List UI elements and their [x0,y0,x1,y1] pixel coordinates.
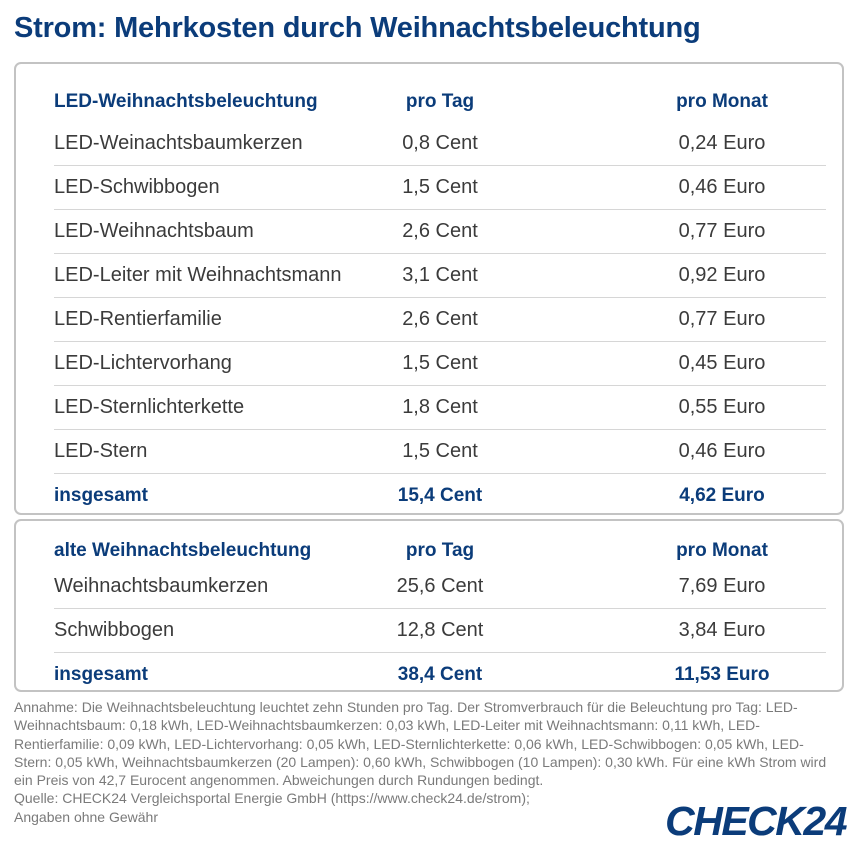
per-month-value: 7,69 Euro [678,575,766,597]
page-title: Strom: Mehrkosten durch Weihnachtsbeleuc… [14,12,701,44]
per-day-value: 1,5 Cent [402,352,478,374]
header-category: LED-Weihnachtsbeleuchtung [54,91,318,112]
item-name: LED-Rentierfamilie [54,308,222,330]
table-row: LED-Stern 1,5 Cent 0,46 Euro [54,430,826,474]
item-name: LED-Stern [54,440,148,462]
total-per-month: 11,53 Euro [674,664,770,685]
table-row: LED-Leiter mit Weihnachtsmann 3,1 Cent 0… [54,254,826,298]
table-row: Schwibbogen 12,8 Cent 3,84 Euro [54,609,826,653]
per-month-value: 3,84 Euro [678,619,766,641]
table-header-row: alte Weihnachtsbeleuchtung pro Tag pro M… [54,529,826,573]
total-label: insgesamt [54,485,148,506]
item-name: LED-Sternlichterkette [54,396,245,418]
table-row: Weihnachtsbaumkerzen 25,6 Cent 7,69 Euro [54,565,826,609]
total-per-day: 15,4 Cent [397,485,483,506]
item-name: LED-Schwibbogen [54,176,220,198]
item-name: LED-Leiter mit Weihnachtsmann [54,264,342,286]
per-day-value: 1,8 Cent [402,396,478,418]
per-month-value: 0,77 Euro [678,308,766,330]
header-per-month: pro Monat [676,91,768,112]
table-row: LED-Sternlichterkette 1,8 Cent 0,55 Euro [54,386,826,430]
per-month-value: 0,24 Euro [678,132,766,154]
item-name: Weihnachtsbaumkerzen [54,575,269,597]
per-day-value: 12,8 Cent [396,619,484,641]
item-name: Schwibbogen [54,619,175,641]
footnote: Annahme: Die Weihnachtsbeleuchtung leuch… [14,698,834,826]
footnote-disclaimer: Angaben ohne Gewähr [14,808,158,825]
per-day-value: 1,5 Cent [402,440,478,462]
per-day-value: 3,1 Cent [402,264,478,286]
per-day-value: 1,5 Cent [402,176,478,198]
check24-logo: CHECK24 [665,798,847,844]
old-lighting-table: alte Weihnachtsbeleuchtung pro Tag pro M… [14,519,844,692]
table-row: LED-Lichtervorhang 1,5 Cent 0,45 Euro [54,342,826,386]
table-row: LED-Weihnachtsbaum 2,6 Cent 0,77 Euro [54,210,826,254]
per-month-value: 0,55 Euro [678,396,766,418]
total-per-day: 38,4 Cent [397,664,483,685]
header-category: alte Weihnachtsbeleuchtung [54,540,312,561]
per-day-value: 0,8 Cent [402,132,478,154]
per-month-value: 0,92 Euro [678,264,766,286]
footnote-source: Quelle: CHECK24 Vergleichsportal Energie… [14,790,530,807]
table-total-row: insgesamt 38,4 Cent 11,53 Euro [54,653,826,697]
header-per-month: pro Monat [676,540,768,561]
header-per-day: pro Tag [405,540,475,561]
per-day-value: 2,6 Cent [402,220,478,242]
per-month-value: 0,45 Euro [678,352,766,374]
per-month-value: 0,46 Euro [678,176,766,198]
table-row: LED-Rentierfamilie 2,6 Cent 0,77 Euro [54,298,826,342]
per-day-value: 2,6 Cent [402,308,478,330]
header-per-day: pro Tag [405,91,475,112]
item-name: LED-Lichtervorhang [54,352,232,374]
per-day-value: 25,6 Cent [396,575,484,597]
table-row: LED-Schwibbogen 1,5 Cent 0,46 Euro [54,166,826,210]
per-month-value: 0,46 Euro [678,440,766,462]
table-header-row: LED-Weihnachtsbeleuchtung pro Tag pro Mo… [54,80,826,124]
table-row: LED-Weinachtsbaumkerzen 0,8 Cent 0,24 Eu… [54,122,826,166]
item-name: LED-Weinachtsbaumkerzen [54,132,303,154]
per-month-value: 0,77 Euro [678,220,766,242]
footnote-assumption: Annahme: Die Weihnachtsbeleuchtung leuch… [14,699,827,789]
total-per-month: 4,62 Euro [679,485,765,506]
table-total-row: insgesamt 15,4 Cent 4,62 Euro [54,474,826,518]
led-lighting-table: LED-Weihnachtsbeleuchtung pro Tag pro Mo… [14,62,844,515]
total-label: insgesamt [54,664,148,685]
item-name: LED-Weihnachtsbaum [54,220,254,242]
